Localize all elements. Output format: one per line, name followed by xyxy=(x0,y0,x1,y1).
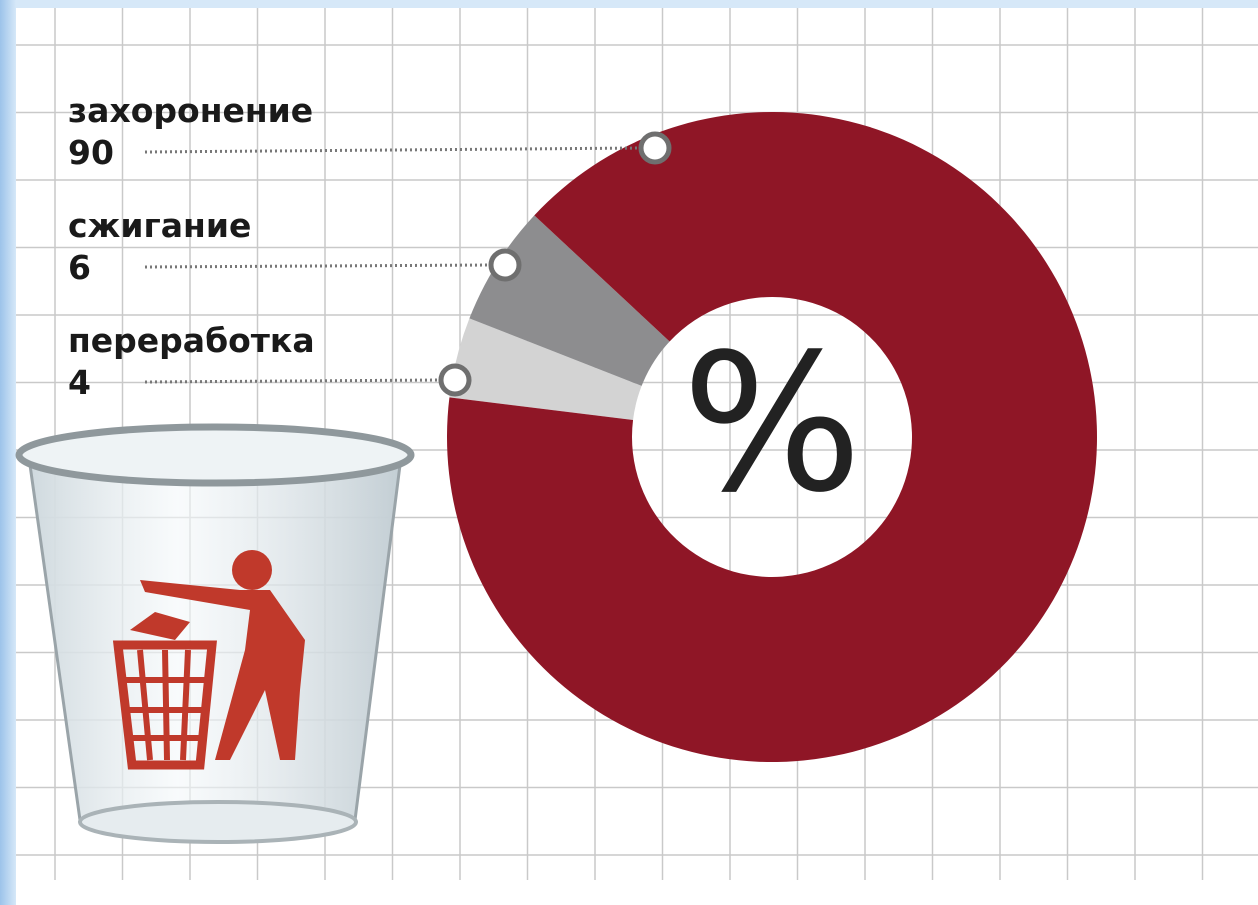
donut-segment xyxy=(449,318,642,420)
leader-marker xyxy=(438,363,472,397)
top-strip xyxy=(0,0,1258,8)
category-label: сжигание xyxy=(68,206,251,245)
leader-marker xyxy=(488,248,522,282)
leader-line xyxy=(144,378,442,384)
category-label: переработка xyxy=(68,321,315,360)
center-label: % xyxy=(682,313,863,534)
leader-marker xyxy=(638,131,672,165)
recycle-icon xyxy=(112,550,305,770)
side-strip xyxy=(0,0,16,905)
category-label: захоронение xyxy=(68,91,313,130)
bin-rim xyxy=(15,423,415,487)
value-label: 90 xyxy=(68,133,114,172)
donut-segment xyxy=(446,112,1097,763)
bin-bottom xyxy=(78,800,358,844)
value-label: 6 xyxy=(68,248,91,287)
value-label: 4 xyxy=(68,363,91,402)
trash-bin xyxy=(15,423,415,844)
